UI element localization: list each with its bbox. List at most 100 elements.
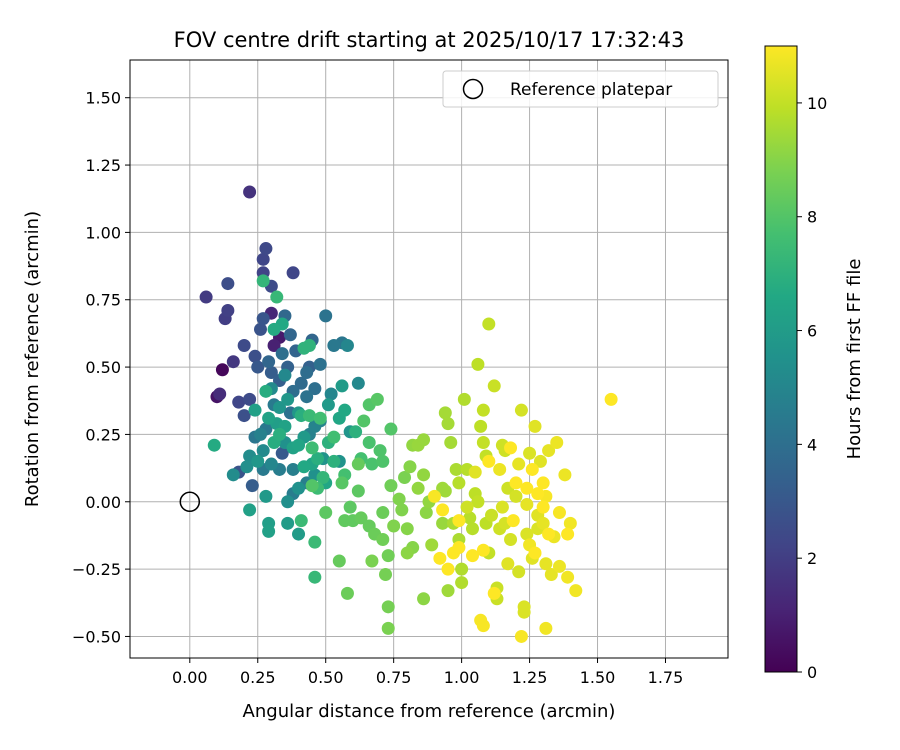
- data-point: [384, 422, 398, 436]
- data-point: [273, 400, 286, 414]
- data-point: [311, 452, 325, 466]
- data-point: [517, 600, 531, 614]
- data-point: [403, 460, 417, 474]
- data-point: [376, 454, 390, 468]
- data-point: [417, 468, 431, 482]
- data-point: [419, 506, 433, 520]
- colorbar-tick-label: 4: [807, 435, 817, 454]
- data-point: [523, 446, 537, 460]
- data-point: [376, 532, 390, 546]
- data-point: [240, 460, 254, 474]
- data-point: [512, 565, 526, 579]
- data-point: [351, 457, 365, 471]
- data-point: [319, 309, 333, 323]
- colorbar-tick-label: 6: [807, 322, 817, 341]
- data-point: [237, 409, 251, 423]
- data-point: [471, 357, 485, 371]
- colorbar-tick-label: 8: [807, 208, 817, 227]
- data-point: [248, 349, 262, 363]
- colorbar-label: Hours from first FF file: [844, 259, 865, 460]
- data-point: [313, 411, 327, 425]
- data-point: [338, 403, 352, 417]
- data-point: [351, 376, 365, 390]
- data-point: [349, 425, 363, 439]
- reference-platepar-marker: [179, 491, 201, 513]
- data-point: [525, 462, 539, 476]
- data-point: [487, 379, 501, 393]
- data-point: [427, 489, 441, 503]
- scatter-points: [199, 185, 618, 643]
- data-point: [376, 506, 390, 520]
- data-point: [253, 322, 267, 336]
- colorbar-gradient: [764, 45, 798, 673]
- data-point: [561, 570, 575, 584]
- x-tick-label: 0.50: [308, 668, 344, 687]
- data-point: [300, 365, 314, 379]
- data-point: [474, 613, 488, 627]
- y-tick-label: 0.25: [85, 425, 121, 444]
- data-point: [351, 484, 365, 498]
- data-point: [259, 242, 273, 256]
- data-point: [514, 629, 528, 643]
- data-point: [251, 360, 265, 374]
- data-point: [275, 446, 289, 460]
- data-point: [452, 476, 466, 490]
- data-point: [506, 514, 520, 528]
- data-point: [384, 479, 398, 493]
- data-point: [487, 586, 501, 600]
- data-point: [283, 328, 297, 342]
- data-point: [552, 559, 566, 573]
- data-point: [354, 511, 368, 525]
- data-point: [256, 274, 270, 288]
- data-point: [493, 462, 507, 476]
- data-point: [340, 339, 354, 353]
- colorbar-tick-label: 10: [807, 94, 827, 113]
- data-point: [514, 403, 528, 417]
- colorbar-ticks: 0 2 4 6 8 10: [797, 94, 827, 682]
- data-point: [482, 454, 496, 468]
- data-point: [264, 365, 278, 379]
- data-point: [400, 546, 414, 560]
- data-point: [362, 436, 376, 450]
- data-point: [327, 430, 341, 444]
- data-point: [544, 567, 558, 581]
- data-point: [292, 481, 306, 495]
- data-point: [308, 535, 322, 549]
- data-point: [536, 500, 550, 514]
- data-point: [495, 500, 509, 514]
- data-point: [335, 476, 349, 490]
- data-point: [199, 290, 213, 304]
- y-axis-label: Rotation from reference (arcmin): [22, 211, 43, 507]
- x-axis-label: Angular distance from reference (arcmin): [243, 701, 616, 722]
- data-point: [237, 339, 251, 353]
- data-point: [259, 489, 273, 503]
- data-point: [441, 584, 455, 598]
- data-point: [243, 392, 257, 406]
- data-point: [441, 562, 455, 576]
- data-point: [286, 266, 300, 280]
- data-point: [425, 538, 439, 552]
- data-point: [262, 411, 276, 425]
- data-point: [381, 600, 395, 614]
- data-point: [267, 322, 281, 336]
- data-point: [411, 481, 425, 495]
- data-point: [569, 584, 583, 598]
- data-point: [460, 500, 474, 514]
- data-point: [275, 347, 289, 361]
- y-axis-ticks: −0.50 −0.25 0.00 0.25 0.50 0.75 1.00 1.25 1.50: [72, 89, 130, 646]
- data-point: [561, 527, 575, 541]
- data-point: [528, 546, 542, 560]
- data-point: [395, 503, 409, 517]
- data-point: [441, 417, 455, 431]
- legend-box: [442, 70, 719, 108]
- data-point: [387, 519, 401, 533]
- data-point: [438, 406, 452, 420]
- data-point: [457, 392, 471, 406]
- data-point: [357, 414, 371, 428]
- data-point: [485, 508, 499, 522]
- colorbar: 0 2 4 6 8 10 Hours from first FF file: [764, 45, 865, 682]
- data-point: [417, 433, 431, 447]
- data-point: [476, 436, 490, 450]
- grid-lines: [130, 60, 728, 658]
- data-point: [302, 409, 316, 423]
